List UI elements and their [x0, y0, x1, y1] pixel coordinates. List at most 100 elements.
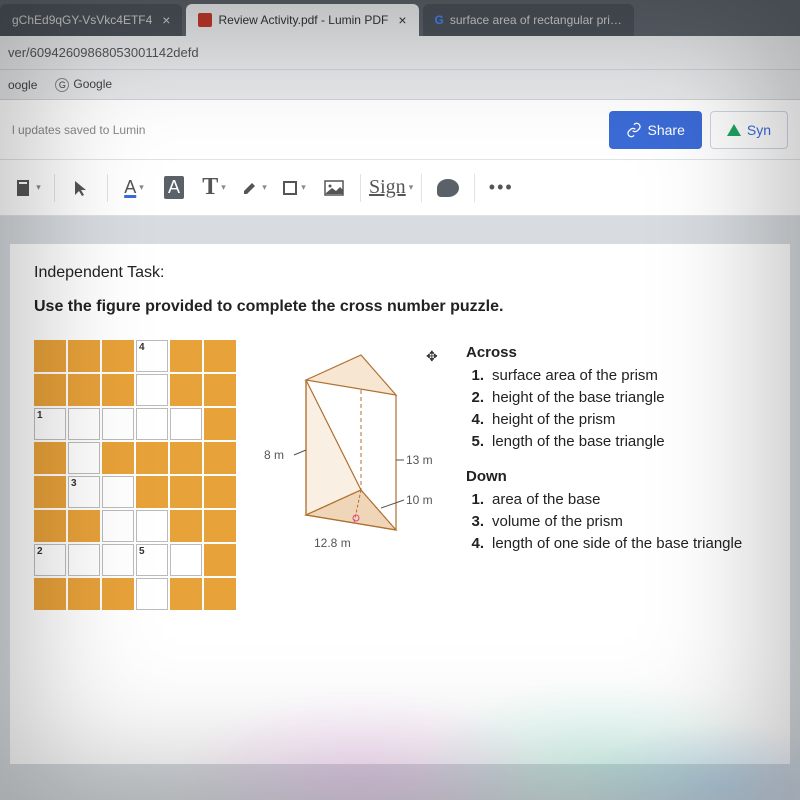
- crossword-cell-empty: [136, 408, 168, 440]
- crossword-cell-filled: [136, 442, 168, 474]
- comment-icon: [437, 179, 459, 197]
- figure-label-right: 13 m: [406, 453, 433, 467]
- page-icon: [15, 178, 33, 198]
- task-title: Independent Task:: [34, 264, 766, 282]
- share-label: Share: [648, 122, 685, 138]
- crossword-cell-empty: [68, 408, 100, 440]
- crossword-cell-filled: [68, 374, 100, 406]
- figure-label-base-right: 10 m: [406, 493, 433, 507]
- crossword-cell-filled: [204, 408, 236, 440]
- clue-text: area of the base: [492, 491, 600, 508]
- clues-panel: Across 1.surface area of the prism2.heig…: [466, 340, 766, 557]
- bookmark-item[interactable]: oogle: [8, 78, 37, 92]
- app-header: l updates saved to Lumin Share Syn: [0, 100, 800, 160]
- figure-label-base-front: 12.8 m: [314, 536, 351, 550]
- cursor-icon: [73, 179, 89, 197]
- close-icon[interactable]: ×: [162, 12, 170, 28]
- comment-button[interactable]: [430, 168, 466, 208]
- crossword-cell-empty: [68, 442, 100, 474]
- crossword-cell-filled: [170, 340, 202, 372]
- clue-number: 1.: [466, 367, 484, 384]
- clue-text: height of the prism: [492, 411, 615, 428]
- clue-item: 1.area of the base: [466, 491, 766, 508]
- close-icon[interactable]: ×: [398, 12, 406, 28]
- crossword-cell-empty: 4: [136, 340, 168, 372]
- crossword-cell-filled: [136, 476, 168, 508]
- crossword-cell-filled: [204, 374, 236, 406]
- text-color-button[interactable]: A: [116, 168, 152, 208]
- text-color-icon: A: [124, 177, 136, 198]
- highlight-icon: A: [164, 176, 184, 199]
- crossword-cell-filled: [204, 476, 236, 508]
- clue-number: 4.: [466, 535, 484, 552]
- clue-number: 5.: [466, 433, 484, 450]
- crossword-cell-empty: [102, 544, 134, 576]
- text-icon: T: [202, 174, 218, 201]
- shape-tool-button[interactable]: [276, 168, 312, 208]
- crossword-cell-empty: [136, 578, 168, 610]
- signature-icon: Sign: [369, 176, 406, 199]
- browser-tab[interactable]: gChEd9qGY-VsVkc4ETF4 ×: [0, 4, 182, 36]
- crossword-cell-filled: [170, 476, 202, 508]
- google-drive-icon: [727, 124, 741, 136]
- crossword-cell-filled: [204, 442, 236, 474]
- crossword-cell-filled: [68, 510, 100, 542]
- crossword-cell-empty: [170, 408, 202, 440]
- highlight-button[interactable]: A: [156, 168, 192, 208]
- address-bar[interactable]: ver/6094260986805300​1142defd: [0, 36, 800, 70]
- sync-label: Syn: [747, 122, 771, 138]
- more-tools-button[interactable]: •••: [483, 168, 519, 208]
- browser-tab-strip: gChEd9qGY-VsVkc4ETF4 × Review Activity.p…: [0, 0, 800, 36]
- tab-title: Review Activity.pdf - Lumin PDF: [218, 13, 388, 27]
- separator: [360, 174, 361, 202]
- crossword-cell-filled: [34, 442, 66, 474]
- share-button[interactable]: Share: [609, 111, 702, 149]
- separator: [107, 174, 108, 202]
- sync-button[interactable]: Syn: [710, 111, 788, 149]
- google-favicon-icon: G: [435, 13, 444, 27]
- crossword-cell-empty: [68, 544, 100, 576]
- crossword-grid: 41325: [34, 340, 236, 610]
- crossword-cell-filled: [34, 510, 66, 542]
- clue-number: 4.: [466, 411, 484, 428]
- crossword-cell-empty: 3: [68, 476, 100, 508]
- crossword-cell-filled: [170, 578, 202, 610]
- clue-number: 2.: [466, 389, 484, 406]
- browser-tab-active[interactable]: Review Activity.pdf - Lumin PDF ×: [186, 4, 418, 36]
- crossword-cell-filled: [102, 340, 134, 372]
- across-list: 1.surface area of the prism2.height of t…: [466, 367, 766, 450]
- link-icon: [626, 122, 642, 138]
- crossword-cell-filled: [170, 374, 202, 406]
- crossword-cell-filled: [102, 578, 134, 610]
- tab-title: surface area of rectangular pri…: [450, 13, 622, 27]
- clue-item: 4.length of one side of the base triangl…: [466, 535, 766, 552]
- crossword-cell-filled: [68, 340, 100, 372]
- crosshair-icon[interactable]: ✥: [426, 348, 438, 365]
- crossword-cell-empty: [102, 408, 134, 440]
- crossword-cell-filled: [170, 510, 202, 542]
- content-row: 41325 ✥: [34, 340, 766, 610]
- crossword-cell-filled: [170, 442, 202, 474]
- signature-button[interactable]: Sign: [369, 168, 413, 208]
- text-tool-button[interactable]: T: [196, 168, 232, 208]
- crossword-cell-filled: [68, 578, 100, 610]
- image-tool-button[interactable]: [316, 168, 352, 208]
- page-tool-button[interactable]: [10, 168, 46, 208]
- url-fragment: ver/6094260986805300​1142defd: [8, 45, 199, 60]
- browser-tab[interactable]: G surface area of rectangular pri…: [423, 4, 634, 36]
- crossword-cell-filled: [102, 442, 134, 474]
- clue-item: 3.volume of the prism: [466, 513, 766, 530]
- down-list: 1.area of the base 3.volume of the prism 4…: [466, 491, 766, 552]
- crossword-cell-filled: [34, 340, 66, 372]
- draw-tool-button[interactable]: [236, 168, 272, 208]
- document-page: Independent Task: Use the figure provide…: [10, 244, 790, 764]
- crossword-cell-empty: 2: [34, 544, 66, 576]
- square-icon: [282, 180, 298, 196]
- crossword-cell-filled: [204, 544, 236, 576]
- bookmark-item[interactable]: GGoogle: [55, 77, 112, 92]
- crossword-cell-filled: [34, 374, 66, 406]
- crossword-cell-filled: [34, 578, 66, 610]
- separator: [474, 174, 475, 202]
- cursor-tool-button[interactable]: [63, 168, 99, 208]
- separator: [421, 174, 422, 202]
